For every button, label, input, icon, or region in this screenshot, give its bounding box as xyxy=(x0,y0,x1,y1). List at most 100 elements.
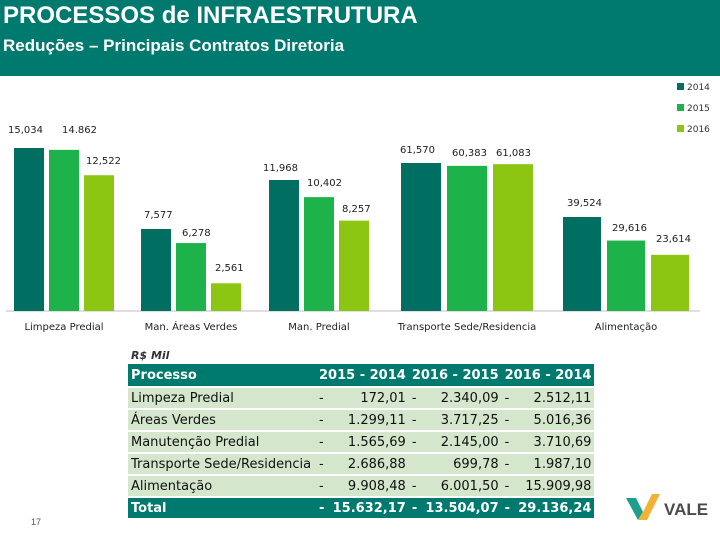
cell-2016-2014: - 1.987,10 xyxy=(501,452,595,475)
header-2016-2014: 2016 - 2014 xyxy=(501,364,595,387)
page-number: 17 xyxy=(31,517,42,527)
cell-value: 29.136,24 xyxy=(518,500,592,516)
cell-2016-2015: - 2.145,00 xyxy=(408,430,502,453)
cell-value: Manutenção Predial xyxy=(131,434,260,450)
data-label: 6,278 xyxy=(182,228,211,239)
category-label: Man. Predial xyxy=(288,322,349,333)
cell-value: 13.504,07 xyxy=(425,500,499,516)
cell-value: 1.299,11 xyxy=(347,412,406,428)
minus-sign: - xyxy=(411,478,417,494)
cell-value: 2.340,09 xyxy=(440,390,499,406)
bar-2014-1 xyxy=(141,229,171,311)
cell-value: 15.632,17 xyxy=(332,500,406,516)
cell-2016-2014: -15.909,98 xyxy=(501,474,595,497)
cell-value: 15.909,98 xyxy=(525,478,592,494)
cell-value: Limpeza Predial xyxy=(131,390,234,406)
data-label: 29,616 xyxy=(612,223,647,234)
minus-sign: - xyxy=(504,456,510,472)
minus-sign: - xyxy=(319,390,324,406)
reductions-table: Processo 2015 - 2014 2016 - 2015 2016 - … xyxy=(128,364,595,518)
bar-2016-3 xyxy=(493,164,533,311)
bar-2016-0 xyxy=(84,175,114,311)
bar-2016-2 xyxy=(339,220,369,311)
cell-2015-2014: - 9.908,48 xyxy=(316,474,409,497)
bar-2015-4 xyxy=(607,240,645,311)
cell-value: 2.512,11 xyxy=(533,390,592,406)
bar-2015-0 xyxy=(49,149,79,311)
data-label: 23,614 xyxy=(656,234,691,245)
table-row: Transporte Sede/Residencia -2.686,88 699,7… xyxy=(128,452,595,475)
cell-value: 2.145,00 xyxy=(440,434,499,450)
minus-sign: - xyxy=(411,500,418,516)
minus-sign: - xyxy=(319,412,324,428)
minus-sign: - xyxy=(504,500,511,516)
cell-processo: Manutenção Predial xyxy=(128,430,316,453)
cell-total-2015-2014: -15.632,17 xyxy=(316,496,409,518)
cell-2015-2014: - 1.299,11 xyxy=(316,408,409,431)
table-header-row: Processo 2015 - 2014 2016 - 2015 2016 - … xyxy=(128,364,595,387)
cell-2015-2014: - 172,01 xyxy=(316,386,409,409)
cell-2016-2015: - 3.717,25 xyxy=(408,408,502,431)
cell-total-2016-2015: -13.504,07 xyxy=(408,496,502,518)
minus-sign: - xyxy=(411,412,417,428)
data-label: 39,524 xyxy=(567,198,602,209)
minus-sign: - xyxy=(319,478,324,494)
minus-sign: - xyxy=(411,390,417,406)
cell-value: 6.001,50 xyxy=(440,478,499,494)
cell-2016-2015: - 2.340,09 xyxy=(408,386,502,409)
legend-label-2014: 2014 xyxy=(687,83,710,93)
bar-2016-4 xyxy=(651,254,689,311)
cell-2015-2014: - 2.686,88 xyxy=(316,452,409,475)
header-processo: Processo xyxy=(128,364,316,387)
cell-value: Áreas Verdes xyxy=(131,412,216,428)
cell-value: Alimentação xyxy=(131,478,213,494)
cell-value: 2.686,88 xyxy=(347,456,406,472)
bar-2014-2 xyxy=(269,180,299,311)
cell-processo: Áreas Verdes xyxy=(128,408,316,431)
data-label: 8,257 xyxy=(342,204,371,215)
table-row: Alimentação -9.908,48-6.001,50-15.909,98 xyxy=(128,474,595,497)
data-label: 15,034 xyxy=(8,125,43,136)
page-subtitle: Reduções – Principais Contratos Diretori… xyxy=(3,36,345,55)
header-2015-2014: 2015 - 2014 xyxy=(316,364,409,387)
cell-value: Total xyxy=(131,500,167,516)
cell-value: 1.565,69 xyxy=(347,434,406,450)
cell-value: 3.717,25 xyxy=(440,412,499,428)
data-label: 61,570 xyxy=(400,145,435,156)
cell-processo: Limpeza Predial xyxy=(128,386,316,409)
minus-sign: - xyxy=(504,412,510,428)
bar-2014-0 xyxy=(14,148,44,311)
category-label: Transporte Sede/Residencia xyxy=(397,322,537,333)
table-total-row: Total -15.632,17-13.504,07-29.136,24 xyxy=(128,496,595,518)
minus-sign: - xyxy=(411,434,417,450)
vale-logo: VALE xyxy=(626,494,708,520)
legend-swatch-2014 xyxy=(677,83,684,90)
cell-total-2016-2014: -29.136,24 xyxy=(501,496,595,518)
bar-2014-3 xyxy=(401,163,441,311)
data-label: 14.862 xyxy=(62,125,97,136)
minus-sign: - xyxy=(504,434,510,450)
table-row: Manutenção Predial -1.565,69-2.145,00-3.7… xyxy=(128,430,595,453)
cell-2016-2015: - 6.001,50 xyxy=(408,474,502,497)
cell-processo: Transporte Sede/Residencia xyxy=(128,452,316,475)
cell-value: 1.987,10 xyxy=(533,456,592,472)
cell-value: 3.710,69 xyxy=(533,434,592,450)
cell-value: 5.016,36 xyxy=(533,412,592,428)
cell-2016-2014: - 5.016,36 xyxy=(501,408,595,431)
minus-sign: - xyxy=(504,390,510,406)
page-title: PROCESSOS de INFRAESTRUTURA xyxy=(3,2,418,29)
bar-2015-2 xyxy=(304,197,334,311)
bar-2016-1 xyxy=(211,283,241,311)
cell-value: Transporte Sede/Residencia xyxy=(131,456,312,472)
legend-swatch-2015 xyxy=(677,104,684,111)
data-label: 2,561 xyxy=(215,263,244,274)
bar-2015-3 xyxy=(447,165,487,311)
category-label: Limpeza Predial xyxy=(24,322,103,333)
category-label: Man. Áreas Verdes xyxy=(145,320,238,333)
cell-2015-2014: - 1.565,69 xyxy=(316,430,409,453)
legend-label-2016: 2016 xyxy=(687,125,710,135)
cell-2016-2014: - 2.512,11 xyxy=(501,386,595,409)
vale-logo-text: VALE xyxy=(664,500,708,519)
minus-sign: - xyxy=(319,500,325,516)
bar-chart: 15,034 14.862 12,522 Limpeza Predial 7,577 6,… xyxy=(6,83,710,333)
